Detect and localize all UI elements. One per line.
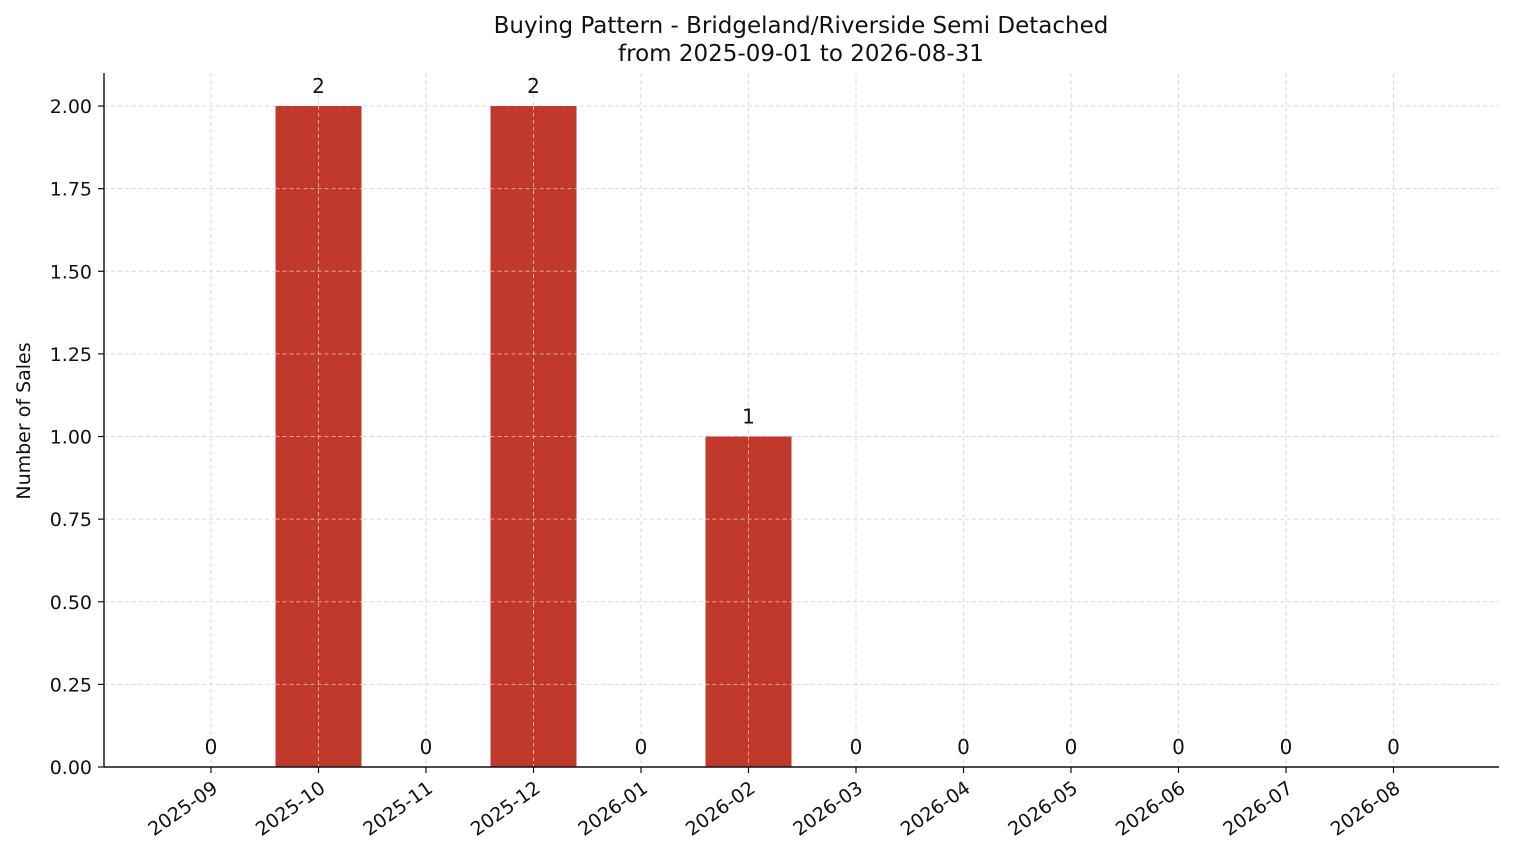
- y-tick-label: 0.75: [50, 509, 92, 531]
- x-tick-label: 2026-06: [1112, 777, 1190, 841]
- y-tick-label: 2.00: [50, 96, 92, 118]
- data-labels: 0 2 0 2 0 1 0 0 0 0 0 0: [205, 74, 1400, 759]
- chart-subtitle: from 2025-09-01 to 2026-08-31: [618, 41, 984, 67]
- y-tick-label: 0.25: [50, 674, 92, 696]
- data-label-2026-07: 0: [1280, 735, 1293, 759]
- x-tick-label: 2026-05: [1004, 777, 1082, 841]
- y-tick-label: 0.50: [50, 592, 92, 614]
- y-tick-label: 1.00: [50, 427, 92, 449]
- x-tick-label: 2026-01: [574, 777, 652, 841]
- data-label-2026-06: 0: [1172, 735, 1185, 759]
- data-label-2026-04: 0: [957, 735, 970, 759]
- data-label-2025-10: 2: [312, 74, 325, 98]
- data-label-2026-01: 0: [635, 735, 648, 759]
- data-label-2025-09: 0: [205, 735, 218, 759]
- chart-title: Buying Pattern - Bridgeland/Riverside Se…: [494, 13, 1109, 39]
- x-tick-label: 2026-03: [789, 777, 867, 841]
- y-tick-label: 1.50: [50, 261, 92, 283]
- x-tick-label: 2025-09: [144, 777, 222, 841]
- x-tick-label: 2026-04: [897, 777, 975, 841]
- x-tick-label: 2025-10: [252, 777, 330, 841]
- data-label-2025-11: 0: [420, 735, 433, 759]
- data-label-2025-12: 2: [527, 74, 540, 98]
- bars: [275, 106, 792, 768]
- data-label-2026-02: 1: [742, 405, 755, 429]
- x-tick-label: 2026-07: [1219, 777, 1297, 841]
- x-tick-label: 2026-02: [682, 777, 760, 841]
- data-label-2026-08: 0: [1387, 735, 1400, 759]
- x-tick-label: 2026-08: [1327, 777, 1405, 841]
- y-tick-label: 1.75: [50, 179, 92, 201]
- data-label-2026-05: 0: [1065, 735, 1078, 759]
- data-label-2026-03: 0: [850, 735, 863, 759]
- y-tick-label: 0.00: [50, 757, 92, 779]
- y-axis-label: Number of Sales: [13, 342, 35, 499]
- x-tick-label: 2025-12: [467, 777, 545, 841]
- y-tick-label: 1.25: [50, 344, 92, 366]
- x-tick-label: 2025-11: [359, 777, 437, 841]
